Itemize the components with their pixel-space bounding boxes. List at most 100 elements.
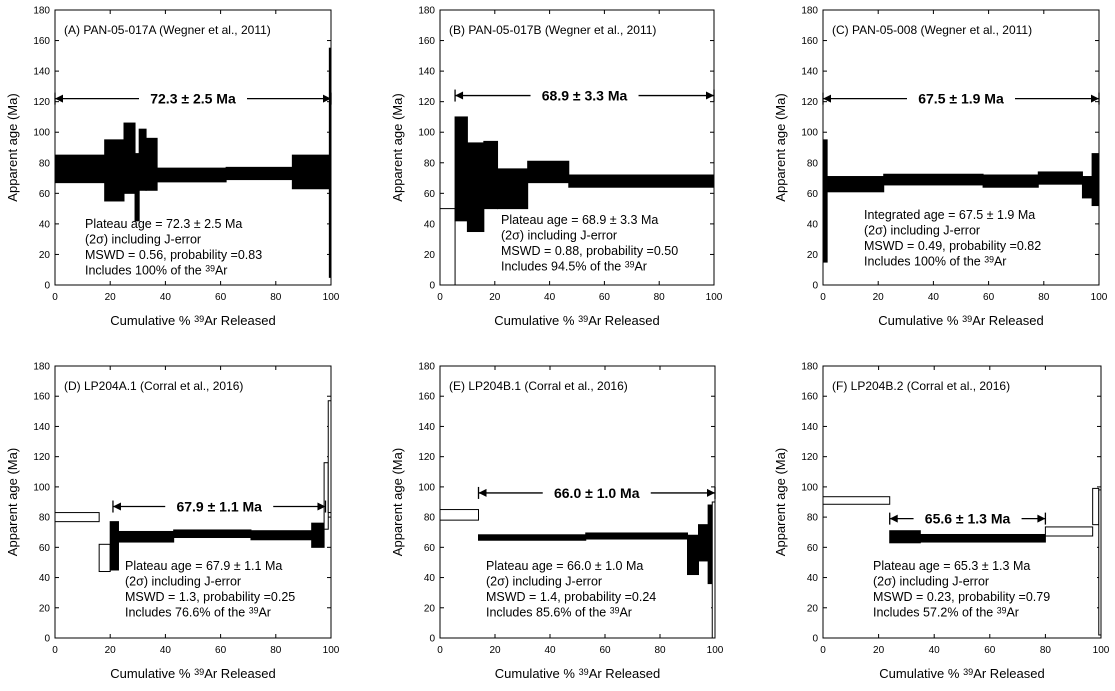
excluded-step-box <box>1098 489 1102 636</box>
y-tick-label: 140 <box>33 67 50 78</box>
plateau-step-box <box>156 167 227 183</box>
y-tick-label: 100 <box>801 482 818 493</box>
x-tick-label: 40 <box>160 645 172 656</box>
plateau-step-box <box>145 137 158 191</box>
superscript-text: 39 <box>579 667 589 677</box>
x-tick-label: 40 <box>928 292 940 303</box>
plateau-step-box <box>527 160 570 184</box>
text-segment: Plateau age = 66.0 ± 1.0 Ma <box>486 559 643 573</box>
text-segment: Ar <box>619 606 632 620</box>
y-tick-label: 120 <box>801 452 818 463</box>
x-tick-label: 60 <box>984 645 996 656</box>
x-tick-label: 100 <box>707 645 724 656</box>
x-tick-label: 0 <box>437 645 443 656</box>
x-tick-label: 80 <box>1038 292 1050 303</box>
y-tick-label: 180 <box>33 6 50 17</box>
plateau-step-box <box>1081 176 1093 199</box>
y-tick-label: 160 <box>801 392 818 403</box>
x-tick-label: 100 <box>323 645 340 656</box>
y-axis-title: Apparent age (Ma) <box>5 93 20 201</box>
text-segment: Includes 100% of the <box>85 264 205 278</box>
chart-panel-a: 0 20 40 60 80 100 120 140 160 180 0 20 40 60 80 100 72.3… <box>5 6 340 329</box>
plateau-step-box <box>454 116 468 222</box>
y-tick-label: 180 <box>418 362 435 373</box>
y-tick-label: 160 <box>801 36 818 47</box>
info-line-1: Plateau age = 68.9 ± 3.3 Ma <box>501 213 658 227</box>
plateau-age-label: 68.9 ± 3.3 Ma <box>542 88 628 104</box>
x-tick-label: 60 <box>599 292 611 303</box>
text-segment: Ar Released <box>972 313 1044 328</box>
plateau-step-box <box>225 166 293 181</box>
y-tick-label: 80 <box>807 513 819 524</box>
plateau-step-box <box>478 534 587 541</box>
y-axis-title: Apparent age (Ma) <box>390 93 405 201</box>
y-tick-label: 0 <box>812 634 818 645</box>
text-segment: Plateau age = 65.3 ± 1.3 Ma <box>873 559 1030 573</box>
y-tick-label: 80 <box>424 158 436 169</box>
y-tick-label: 100 <box>801 128 818 139</box>
info-line-3: MSWD = 0.49, probability =0.82 <box>864 239 1041 253</box>
y-tick-label: 80 <box>39 513 51 524</box>
plateau-age-label: 67.5 ± 1.9 Ma <box>918 91 1004 107</box>
y-tick-label: 100 <box>418 128 435 139</box>
y-tick-label: 80 <box>39 158 51 169</box>
info-line-1: Plateau age = 65.3 ± 1.3 Ma <box>873 559 1030 573</box>
superscript-text: 39 <box>578 314 588 324</box>
plateau-step-box <box>826 176 885 193</box>
y-tick-label: 20 <box>807 603 819 614</box>
y-tick-label: 60 <box>424 189 436 200</box>
y-axis-title: Apparent age (Ma) <box>390 448 405 556</box>
y-tick-label: 20 <box>424 603 436 614</box>
superscript-text: 39 <box>984 254 994 264</box>
info-line-2: (2σ) including J-error <box>873 575 989 589</box>
excluded-step-box <box>323 462 329 530</box>
chart-panel-b: 0 20 40 60 80 100 120 140 160 180 0 20 40 60 80 100 68.9… <box>390 6 723 329</box>
plateau-step-box <box>889 530 921 544</box>
info-line-4: Includes 100% of the 39Ar <box>864 254 1006 268</box>
info-line-3: MSWD = 0.56, probability =0.83 <box>85 248 262 262</box>
y-tick-label: 140 <box>801 67 818 78</box>
y-tick-label: 40 <box>39 219 51 230</box>
text-segment: Includes 57.2% of the <box>873 606 997 620</box>
text-segment: (2σ) including J-error <box>873 575 989 589</box>
x-tick-label: 0 <box>437 292 443 303</box>
x-tick-label: 20 <box>489 292 501 303</box>
plateau-step-box <box>250 530 313 541</box>
text-segment: Includes 76.6% of the <box>125 606 249 620</box>
text-segment: Ar Released <box>588 313 660 328</box>
plateau-label-background <box>139 88 247 109</box>
superscript-text: 39 <box>625 259 635 269</box>
info-line-2: (2σ) including J-error <box>501 229 617 243</box>
plateau-step-box <box>585 532 688 540</box>
panel-label: (F) LP204B.2 (Corral et al., 2016) <box>832 379 1010 393</box>
plateau-label-background <box>165 496 274 517</box>
info-line-2: (2σ) including J-error <box>864 224 980 238</box>
text-segment: MSWD = 0.88, probability =0.50 <box>501 244 678 258</box>
plateau-arrow-head-left <box>55 94 63 103</box>
chart-panel-e: 0 20 40 60 80 100 120 140 160 180 0 20 40 60 80 100 66.0… <box>390 362 724 682</box>
text-segment: Plateau age = 72.3 ± 2.5 Ma <box>85 217 242 231</box>
plateau-age-label: 65.6 ± 1.3 Ma <box>925 511 1011 527</box>
y-tick-label: 120 <box>418 97 435 108</box>
info-line-1: Plateau age = 72.3 ± 2.5 Ma <box>85 217 242 231</box>
y-tick-label: 0 <box>44 634 50 645</box>
text-segment: (2σ) including J-error <box>125 575 241 589</box>
y-tick-label: 40 <box>424 573 436 584</box>
x-tick-label: 60 <box>983 292 995 303</box>
excluded-step-box <box>1044 526 1094 537</box>
text-segment: Ar <box>994 255 1007 269</box>
excluded-step-box <box>54 512 100 523</box>
plateau-step-box <box>54 154 106 184</box>
panel-label: (B) PAN-05-017B (Wegner et al., 2011) <box>449 23 656 37</box>
x-axis-title: Cumulative % 39Ar Released <box>879 666 1044 681</box>
y-tick-label: 0 <box>429 634 435 645</box>
info-line-3: MSWD = 0.88, probability =0.50 <box>501 244 678 258</box>
plateau-arrow-head-left <box>455 91 464 100</box>
x-tick-label: 40 <box>544 292 556 303</box>
plateau-step-box <box>919 533 1046 543</box>
y-tick-label: 0 <box>812 281 818 292</box>
x-tick-label: 100 <box>706 292 723 303</box>
y-tick-label: 0 <box>429 281 435 292</box>
chart-panel-f: 0 20 40 60 80 100 120 140 160 180 0 20 40 60 80 100 65.6… <box>773 362 1110 682</box>
